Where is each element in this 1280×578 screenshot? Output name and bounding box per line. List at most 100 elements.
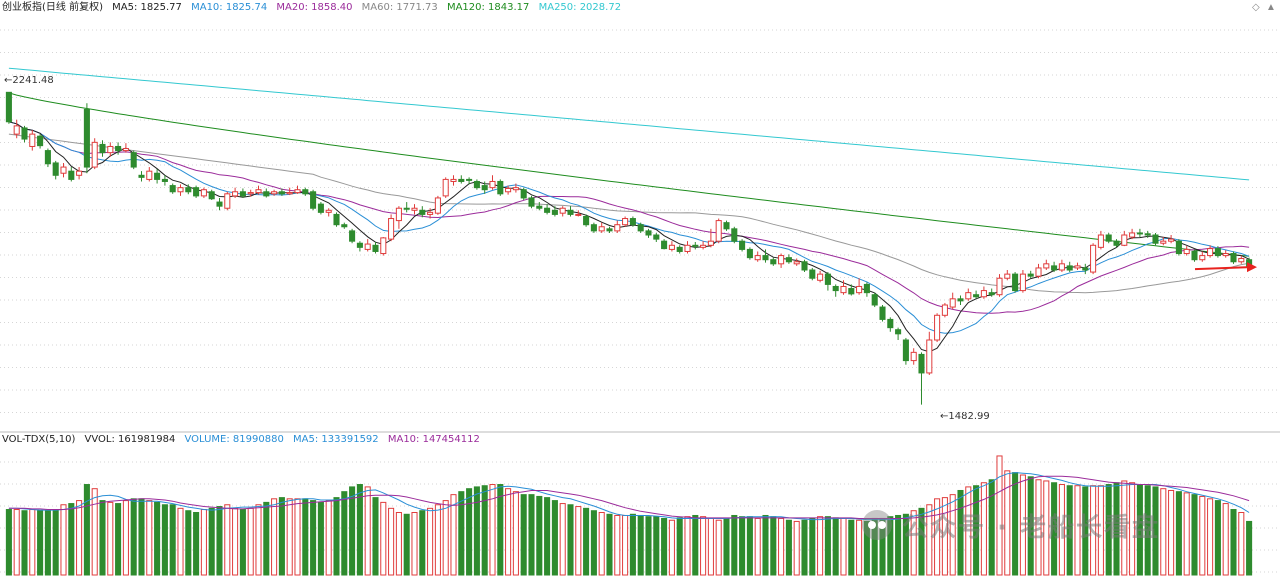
candle-body — [590, 224, 597, 232]
candle-body — [1066, 265, 1073, 271]
candle-body — [715, 220, 722, 242]
volume-bar — [388, 507, 395, 576]
volume-bar — [317, 501, 324, 576]
volume-bar — [466, 488, 473, 576]
candle-body — [271, 191, 278, 195]
ma250-readout: MA250: 2028.72 — [538, 2, 622, 13]
candle-body — [871, 294, 878, 306]
candle-body — [863, 283, 870, 294]
volume-bar — [746, 516, 753, 576]
volume-bar — [762, 514, 769, 576]
volume-bar — [427, 507, 434, 576]
volume-bar — [957, 489, 964, 576]
candle-body — [146, 170, 153, 180]
candle-body — [536, 205, 543, 209]
volume-bar — [146, 500, 153, 576]
volume-bar — [107, 501, 114, 576]
candle-body — [1152, 234, 1159, 244]
volume-bar — [1152, 486, 1159, 576]
volume-bar — [567, 504, 574, 576]
volume-bar — [247, 507, 254, 576]
candle-body — [1043, 263, 1050, 269]
ma60-line — [8, 133, 1250, 294]
volume-bar — [629, 513, 636, 576]
candle-body — [193, 187, 200, 197]
candle-body — [583, 215, 590, 226]
volume-bar — [1222, 503, 1229, 576]
volume-bar — [559, 503, 566, 576]
candle-body — [949, 298, 956, 308]
volume-indicator-title[interactable]: VOL-TDX(5,10) — [2, 434, 76, 445]
volume-bar — [1019, 474, 1026, 576]
volume-bar — [583, 507, 590, 576]
candle-body — [44, 150, 51, 165]
ma10-line — [8, 121, 1250, 334]
volume-bar — [76, 500, 83, 576]
volume-bar — [926, 504, 933, 576]
candle-body — [263, 191, 270, 197]
vol-ma5-line — [8, 472, 1250, 521]
index-title[interactable]: 创业板指(日线 前复权) — [2, 2, 103, 13]
candle-body — [380, 237, 387, 255]
candle-body — [224, 193, 231, 209]
candle-body — [934, 314, 941, 341]
volume-bar — [902, 513, 909, 576]
candle-body — [614, 224, 621, 232]
volume-bar — [793, 520, 800, 576]
volume-bar — [356, 484, 363, 576]
candle-body — [450, 178, 457, 182]
ma20-line — [8, 121, 1250, 314]
candle-body — [154, 172, 161, 180]
volume-bar — [1074, 485, 1081, 576]
candle-body — [645, 230, 652, 236]
candle-body — [1238, 257, 1245, 263]
candle-body — [99, 143, 106, 154]
candle-body — [232, 191, 239, 197]
volume-bar — [770, 516, 777, 576]
candle-body — [489, 180, 496, 189]
settings-diamond-icon[interactable]: ◇ — [1252, 2, 1260, 13]
volume-bar — [341, 491, 348, 576]
collapse-chevron-icon[interactable]: ▲ — [1266, 2, 1276, 13]
candle-body — [333, 213, 340, 226]
volume-bar — [778, 517, 785, 576]
ma20-readout: MA20: 1858.40 — [276, 2, 353, 13]
candle-body — [434, 197, 441, 214]
candle-body — [567, 209, 574, 215]
candle-body — [1058, 263, 1065, 271]
volume-bar — [458, 491, 465, 576]
candle-body — [973, 294, 980, 298]
volume-bar — [980, 482, 987, 576]
volume-bar — [832, 517, 839, 576]
candle-body — [341, 224, 348, 228]
volume-bar — [606, 513, 613, 576]
volume-bar — [723, 517, 730, 576]
candle-body — [778, 255, 785, 265]
candle-body — [700, 244, 707, 248]
volume-bar — [707, 517, 714, 576]
candle-body — [1113, 240, 1120, 246]
candle-body — [122, 148, 129, 152]
volume-bar — [169, 504, 176, 576]
volume-bar — [1238, 512, 1245, 576]
candle-body — [824, 273, 831, 285]
volume-bar — [512, 491, 519, 576]
candle-body — [13, 125, 20, 135]
candle-body — [653, 234, 660, 240]
volume-bar — [1214, 500, 1221, 576]
volume-bar — [5, 509, 12, 576]
candle-body — [1074, 265, 1081, 269]
candle-body — [442, 178, 449, 197]
high-price-value: 2241.48 — [12, 75, 54, 86]
candle-body — [1129, 232, 1136, 238]
watermark-text: 公众号 · 老船长看盘 — [902, 512, 1160, 543]
candle-body — [138, 174, 145, 178]
volume-bar — [99, 500, 106, 576]
candle-body — [598, 226, 605, 232]
candle-body — [707, 240, 714, 246]
candle-body — [130, 152, 137, 168]
volume-panel-header: VOL-TDX(5,10) VVOL: 161981984 VOLUME: 81… — [2, 433, 486, 447]
volume-bar — [481, 485, 488, 576]
candle-body — [1222, 253, 1229, 257]
